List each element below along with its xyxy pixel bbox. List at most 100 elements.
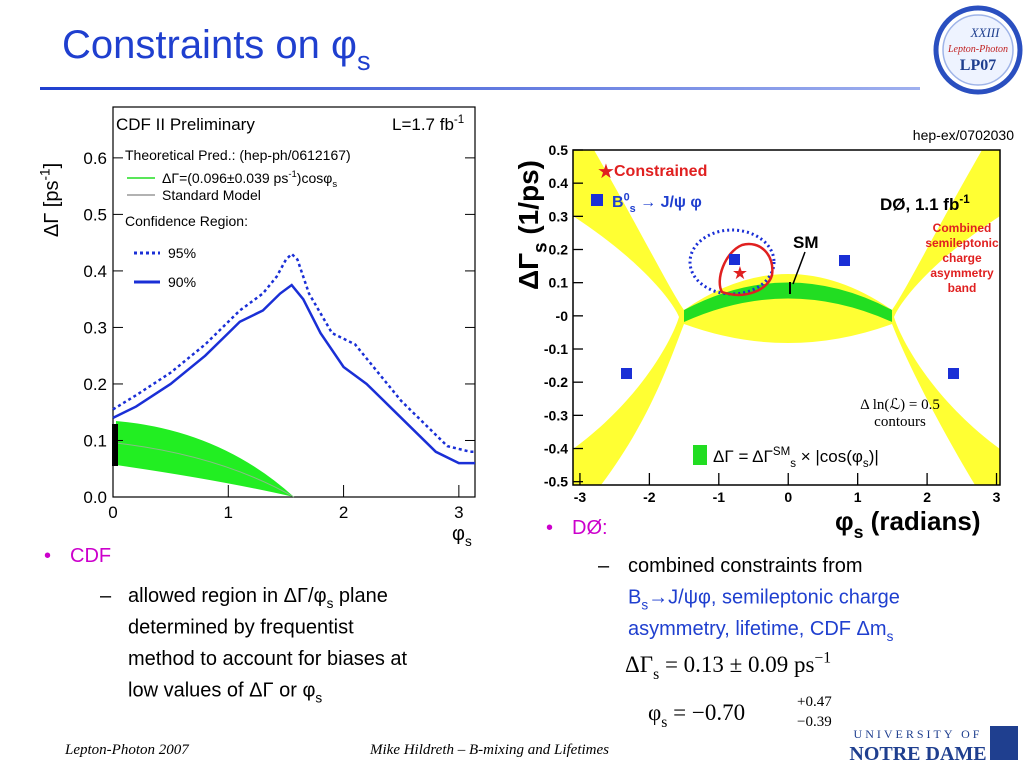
solution-marker: [839, 255, 850, 266]
y-tick-label: -0.2: [544, 374, 568, 390]
text-part: ΔΓ=(0.096±0.039 ps: [162, 170, 288, 186]
bullet-line: Bs→J/ψφ, semileptonic charge: [628, 587, 900, 613]
theory-band: [116, 421, 294, 497]
text-part: ΔΓ: [625, 652, 653, 677]
text-part: plane: [333, 585, 388, 607]
legend-label: ΔΓ = ΔΓSMs × |cos(φs)|: [713, 446, 879, 470]
x-tick-label: 3: [454, 503, 463, 522]
legend-square: [591, 194, 603, 206]
y-tick-label: 0.2: [83, 375, 107, 394]
footer-school: NOTRE DAME: [849, 743, 986, 765]
text-part: s: [332, 179, 337, 190]
footer-center: Mike Hildreth – B-mixing and Lifetimes: [369, 742, 609, 758]
contour-95: [688, 228, 776, 296]
text-part: DØ, 1.1 fb: [880, 195, 959, 214]
x-tick-label: 2: [923, 489, 931, 505]
excluded-region: [894, 216, 1000, 449]
y-tick-label: 0.3: [549, 208, 569, 224]
text-part: ΔΓ [ps: [41, 181, 63, 238]
legend-label: ΔΓ=(0.096±0.039 ps-1)cosφs: [162, 169, 337, 190]
y-axis-label: ΔΓ [ps-1]: [38, 163, 63, 237]
d0-frame: [572, 149, 1001, 486]
x-tick-label: -3: [574, 489, 587, 505]
x-tick-label: 1: [854, 489, 862, 505]
sm-label: SM: [793, 233, 819, 252]
y-tick-label: 0.5: [549, 142, 569, 158]
text-part: → J/ψ φ: [636, 194, 702, 211]
text-part: s: [854, 522, 864, 542]
y-tick-label: 0.0: [83, 488, 107, 507]
title-rule: [40, 87, 920, 90]
text-part: s: [327, 596, 334, 611]
text-part: ΔΓ = ΔΓ: [713, 447, 773, 466]
bullet-line: allowed region in ΔΓ/φs plane: [128, 585, 388, 611]
sm-curve: [115, 442, 295, 498]
text-part: low values of ΔΓ or φ: [128, 680, 315, 702]
equation: ΔΓs = 0.13 ± 0.09 ps−1: [625, 649, 831, 683]
series-line: [112, 283, 475, 465]
text-part: × |cos(φ: [796, 447, 863, 466]
legend-label: Standard Model: [162, 187, 261, 203]
logo-name: Lepton-Photon: [947, 44, 1008, 55]
sm-pointer: [792, 251, 806, 285]
footer-left: Lepton-Photon 2007: [64, 742, 190, 758]
y-tick-label: -0.1: [544, 341, 568, 357]
footer-university: UNIVERSITY OF: [854, 727, 983, 741]
text-part: (radians): [863, 506, 980, 536]
y-tick-label: 0.4: [83, 262, 107, 281]
text-part: B: [612, 194, 624, 211]
band-label: semileptonic: [925, 236, 999, 250]
crest: [990, 726, 1018, 760]
text-part: )|: [869, 447, 879, 466]
text-part: s: [653, 666, 659, 683]
text-part: allowed region in ΔΓ/φ: [128, 585, 327, 607]
logo-disc: [942, 14, 1014, 86]
band-label: Combined: [933, 221, 992, 235]
bullet-head: DØ:: [572, 517, 608, 539]
text-part: -1: [288, 169, 296, 180]
y-axis-label: ΔΓs (1/ps): [513, 160, 551, 290]
slide-title: Constraints on φs: [62, 23, 371, 76]
sm-point: [112, 424, 118, 466]
text-part: (1/ps): [513, 160, 544, 242]
text-part: →J/ψφ, semileptonic charge: [648, 587, 900, 609]
dash: –: [598, 555, 610, 577]
bullet: •: [546, 517, 553, 539]
excluded-region: [594, 150, 982, 310]
text-part: s: [641, 598, 648, 613]
text-part: -1: [38, 168, 53, 180]
reference: hep-ex/0702030: [913, 127, 1014, 143]
text-part: method to account for biases at: [128, 648, 407, 670]
legend-label: 90%: [168, 274, 196, 290]
text-part: s: [790, 458, 796, 470]
x-tick-label: -1: [713, 489, 726, 505]
y-tick-label: -0.4: [544, 441, 568, 457]
bullet-line: low values of ΔΓ or φs: [128, 680, 322, 706]
text-part: SM: [773, 446, 790, 458]
bullet-line: asymmetry, lifetime, CDF Δms: [628, 618, 894, 644]
equation-upper: +0.47: [797, 694, 832, 710]
logo-code: LP07: [960, 57, 996, 74]
x-tick-label: 3: [993, 489, 1001, 505]
text-part: s: [465, 534, 472, 549]
legend-star: ★: [597, 161, 615, 183]
y-tick-label: -0.5: [544, 474, 568, 490]
equation: φs = −0.70: [648, 700, 745, 731]
x-axis-label: φs (radians): [835, 506, 980, 542]
text-part: Standard Model: [162, 187, 261, 203]
d0-plot: ★ ★: [572, 149, 1001, 486]
text-part: determined by frequentist: [128, 617, 354, 639]
text-part: = −0.70: [667, 700, 745, 725]
text-part: s: [661, 714, 667, 731]
legend-title: Confidence Region:: [125, 213, 248, 229]
solution-marker: [621, 368, 632, 379]
text-part: -1: [454, 114, 464, 126]
y-tick-label: 0.6: [83, 149, 107, 168]
equation-lower: −0.39: [797, 714, 832, 730]
legend-label: B0s → J/ψ φ: [612, 191, 702, 215]
sm-band: [684, 282, 892, 322]
text-part: asymmetry, lifetime, CDF Δm: [628, 618, 887, 640]
y-tick-label: 0.2: [549, 242, 569, 258]
chart-title: CDF II Preliminary: [116, 115, 255, 134]
bullet-head: CDF: [70, 545, 111, 567]
